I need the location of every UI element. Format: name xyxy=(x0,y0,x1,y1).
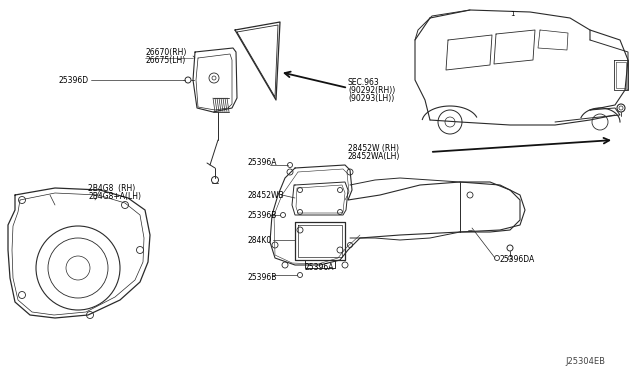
Text: 25396DA: 25396DA xyxy=(500,256,535,264)
Text: 284K0: 284K0 xyxy=(248,235,272,244)
Text: (90293(LH)): (90293(LH)) xyxy=(348,93,394,103)
Text: 25396A: 25396A xyxy=(305,263,335,273)
Text: 2B4G8+A(LH): 2B4G8+A(LH) xyxy=(88,192,141,201)
Text: 28452W (RH): 28452W (RH) xyxy=(348,144,399,153)
Text: (90292(RH)): (90292(RH)) xyxy=(348,86,396,94)
Text: SEC.963: SEC.963 xyxy=(348,77,380,87)
Text: 28452WA(LH): 28452WA(LH) xyxy=(348,151,401,160)
Text: 2B4G8  (RH): 2B4G8 (RH) xyxy=(88,183,135,192)
Text: 26675(LH): 26675(LH) xyxy=(145,55,185,64)
Text: 25396B: 25396B xyxy=(248,211,277,219)
Text: 1: 1 xyxy=(510,11,515,17)
Text: 25396A: 25396A xyxy=(248,157,278,167)
Text: 25396D: 25396D xyxy=(58,76,88,84)
Text: 26670(RH): 26670(RH) xyxy=(145,48,186,57)
Text: 25396B: 25396B xyxy=(248,273,277,282)
Text: 28452WB: 28452WB xyxy=(248,190,285,199)
Text: J25304EB: J25304EB xyxy=(565,357,605,366)
